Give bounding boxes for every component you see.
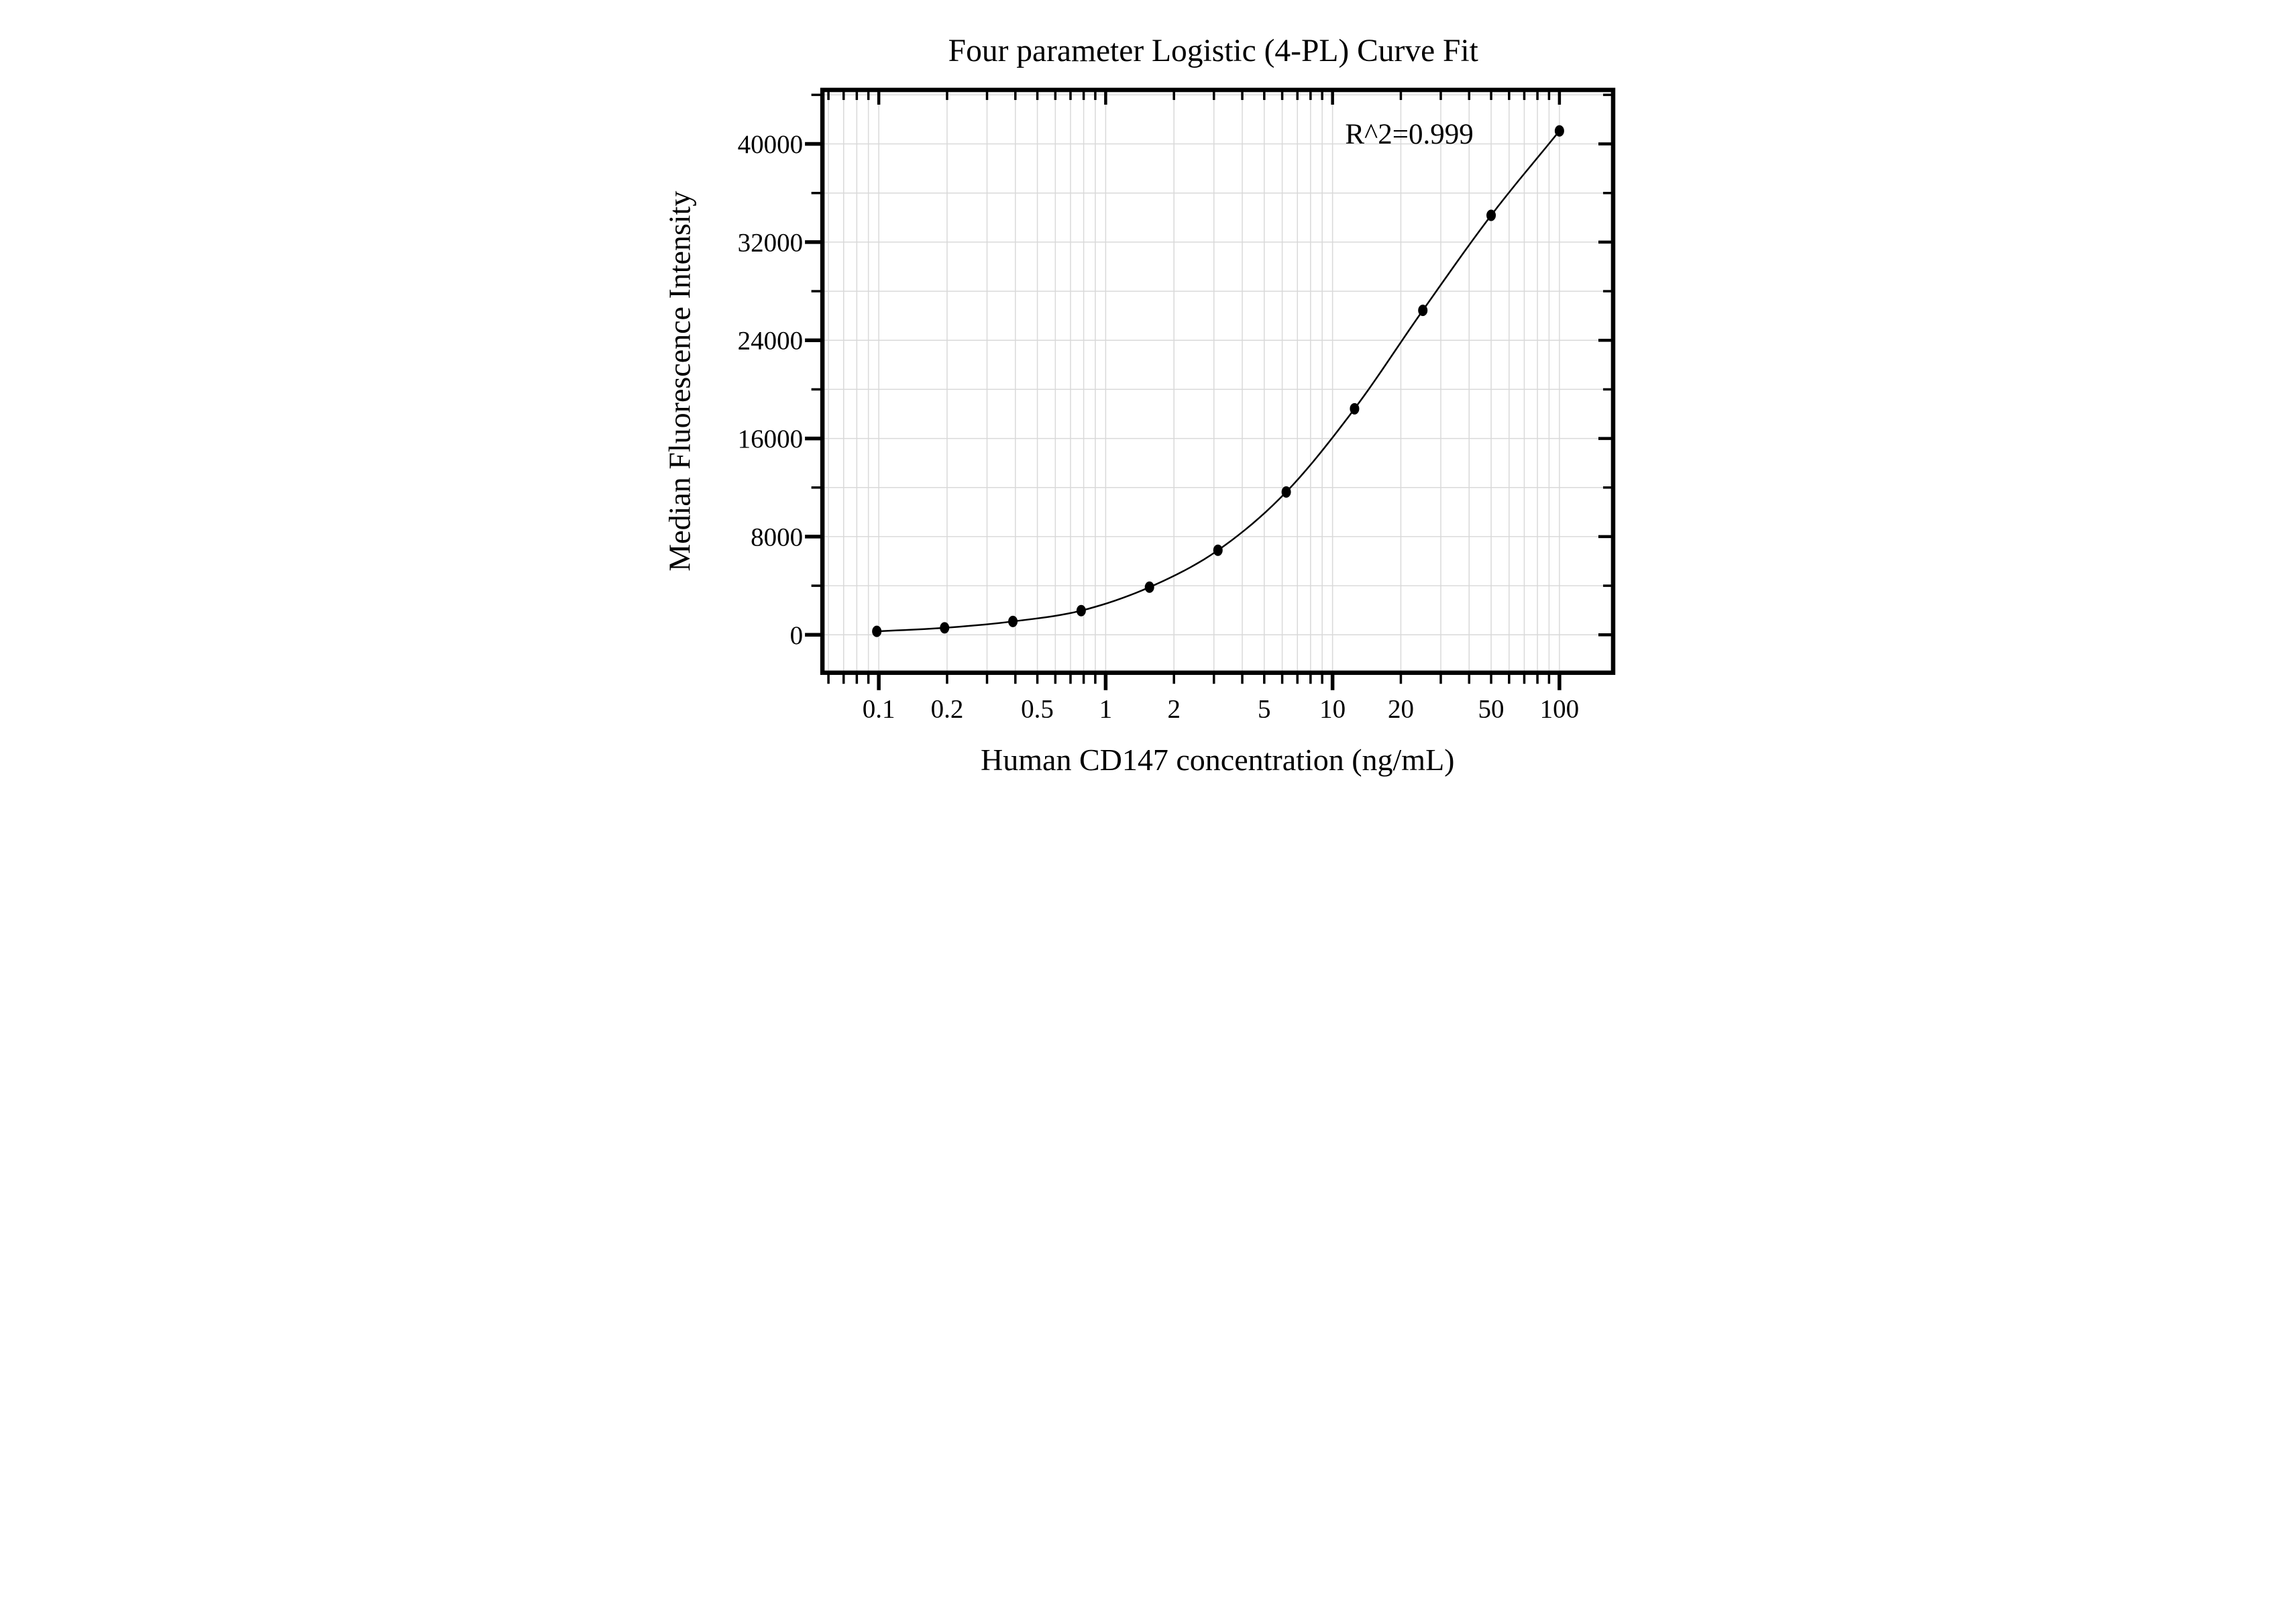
y-tick-label: 16000	[737, 425, 803, 453]
x-tick-label: 0.1	[862, 694, 895, 723]
plot-title: Four parameter Logistic (4-PL) Curve Fit	[948, 34, 1478, 68]
y-tick-label: 32000	[737, 228, 803, 257]
x-axis-title: Human CD147 concentration (ng/mL)	[981, 743, 1454, 777]
y-tick-label: 40000	[737, 130, 803, 159]
y-tick-label: 8000	[751, 523, 803, 551]
data-point	[1144, 581, 1154, 593]
y-tick-label: 24000	[737, 327, 803, 356]
data-point	[1417, 305, 1427, 317]
y-axis-title: Median Fluorescence Intensity	[662, 191, 696, 572]
plot-frame	[820, 87, 1615, 676]
tick-label-layer: 0.1 0.2 0.5 1 2 5 10 20 50 100 0 8000 16000 24000 3200…	[737, 130, 1579, 723]
x-tick-label: 1	[1099, 694, 1112, 723]
x-tick-label: 5	[1258, 694, 1271, 723]
data-point	[1007, 615, 1018, 627]
data-point	[1213, 544, 1223, 556]
data-point	[1554, 125, 1564, 137]
x-tick-label: 10	[1319, 694, 1346, 723]
x-tick-label: 2	[1167, 694, 1181, 723]
x-tick-label: 20	[1387, 694, 1413, 723]
data-point	[939, 622, 949, 634]
grid-layer	[822, 90, 1613, 673]
4pl-curve-chart: 0.1 0.2 0.5 1 2 5 10 20 50 100 0 8000 16000 24000 3200…	[573, 0, 1723, 802]
data-point	[1281, 486, 1291, 498]
x-tick-label: 100	[1539, 694, 1579, 723]
x-tick-label: 50	[1478, 694, 1504, 723]
x-tick-label: 0.5	[1021, 694, 1054, 723]
fit-curve	[876, 130, 1560, 633]
data-point	[1486, 209, 1496, 221]
data-point	[1349, 403, 1359, 415]
data-point	[1076, 604, 1086, 617]
x-tick-label: 0.2	[930, 694, 963, 723]
tick-layer	[804, 92, 1611, 690]
curve-layer	[871, 125, 1564, 637]
figure-page: 0.1 0.2 0.5 1 2 5 10 20 50 100 0 8000 16000 24000 3200…	[573, 0, 1723, 802]
data-point	[871, 625, 881, 637]
r-squared-annotation: R^2=0.999	[1345, 119, 1473, 150]
y-tick-label: 0	[789, 621, 803, 650]
